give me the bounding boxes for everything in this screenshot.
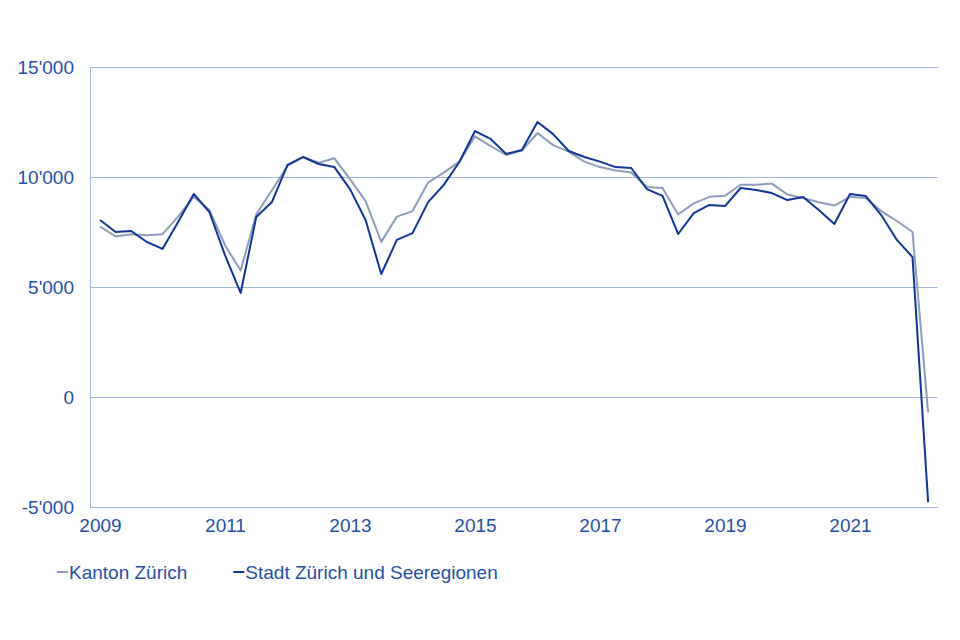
x-tick: 2013 (329, 507, 371, 536)
x-tick: 2019 (704, 507, 746, 536)
x-tick-label: 2021 (829, 515, 871, 536)
x-axis: 2009 2011 2013 2015 2017 2019 2021 (79, 507, 938, 536)
y-tick: -5'000 (22, 497, 938, 518)
lines (100, 122, 928, 502)
x-tick-label: 2011 (205, 515, 246, 536)
grid-line (90, 507, 938, 508)
x-tick: 2021 (829, 507, 871, 536)
legend-label: Kanton Zürich (69, 562, 187, 583)
chart: -5'000 0 5'000 10'000 15'000 2009 2011 2013 2015… (0, 0, 960, 640)
y-tick-label: 5'000 (28, 277, 74, 298)
x-tick-label: 2013 (329, 515, 371, 536)
y-tick: 10'000 (18, 167, 938, 188)
x-tick: 2015 (454, 507, 496, 536)
series-line (100, 133, 928, 412)
legend-item: Stadt Zürich und Seeregionen (233, 562, 497, 583)
grid-line (90, 287, 938, 288)
y-tick-label: -5'000 (22, 497, 74, 518)
x-tick-label: 2017 (579, 515, 621, 536)
y-tick-label: 0 (63, 387, 74, 408)
legend-item: Kanton Zürich (57, 562, 187, 583)
legend-swatch (57, 571, 68, 573)
y-tick-label: 10'000 (18, 167, 74, 188)
y-tick: 15'000 (18, 57, 938, 78)
legend-swatch (233, 571, 244, 573)
legend-label: Stadt Zürich und Seeregionen (245, 562, 497, 583)
y-axis-line (91, 68, 938, 508)
x-tick-label: 2019 (704, 515, 746, 536)
y-tick: 0 (63, 387, 937, 408)
y-axis: -5'000 0 5'000 10'000 15'000 (18, 57, 938, 518)
series-line (100, 122, 928, 502)
x-tick: 2017 (579, 507, 621, 536)
x-tick-label: 2015 (454, 515, 496, 536)
y-tick-label: 15'000 (18, 57, 74, 78)
x-axis-line (91, 507, 939, 508)
grid-line (90, 177, 938, 178)
x-tick: 2011 (205, 507, 246, 536)
legend: Kanton Zürich Stadt Zürich und Seeregione… (57, 562, 498, 583)
y-tick: 5'000 (28, 277, 937, 298)
x-tick-label: 2009 (79, 515, 121, 536)
grid-line (90, 67, 938, 68)
x-tick: 2009 (79, 507, 121, 536)
grid-line (90, 397, 938, 398)
